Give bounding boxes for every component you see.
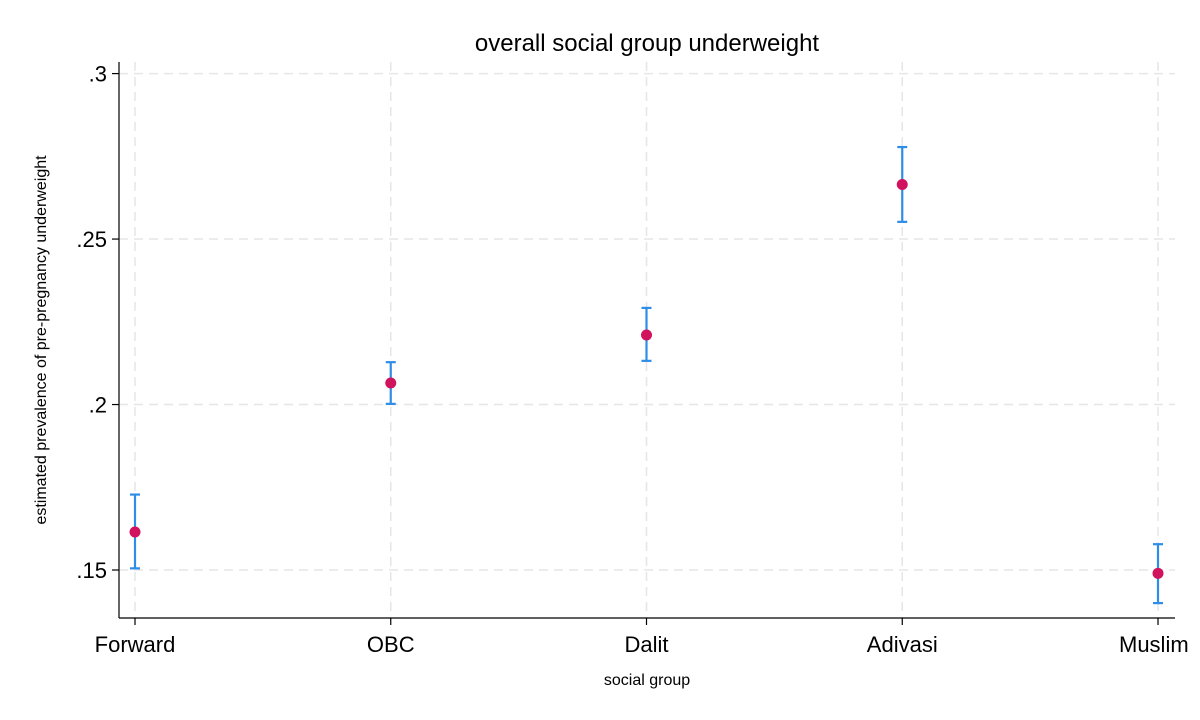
y-tick-label: .3 bbox=[89, 62, 107, 87]
y-tick-label: .15 bbox=[76, 558, 107, 583]
y-tick-label: .2 bbox=[89, 393, 107, 418]
x-ticks: Forward OBC Dalit Adivasi Muslim bbox=[95, 618, 1189, 657]
x-axis-label: social group bbox=[604, 672, 690, 689]
data-point bbox=[1152, 567, 1164, 579]
data-point bbox=[896, 178, 908, 190]
x-tick-label: OBC bbox=[367, 632, 415, 657]
x-tick-label: Adivasi bbox=[867, 632, 938, 657]
data-point bbox=[641, 329, 652, 341]
x-tick-label: Forward bbox=[95, 632, 176, 657]
data-point bbox=[385, 377, 397, 389]
data-points bbox=[129, 178, 1164, 579]
x-tick-label: Muslim bbox=[1119, 632, 1189, 657]
chart-title: overall social group underweight bbox=[475, 30, 820, 57]
data-point bbox=[129, 526, 141, 538]
x-tick-label: Dalit bbox=[624, 632, 668, 657]
y-axis-label: estimated prevalence of pre-pregnancy un… bbox=[33, 155, 50, 525]
y-ticks: .15 .2 .25 .3 bbox=[76, 62, 119, 583]
y-tick-label: .25 bbox=[76, 227, 107, 252]
